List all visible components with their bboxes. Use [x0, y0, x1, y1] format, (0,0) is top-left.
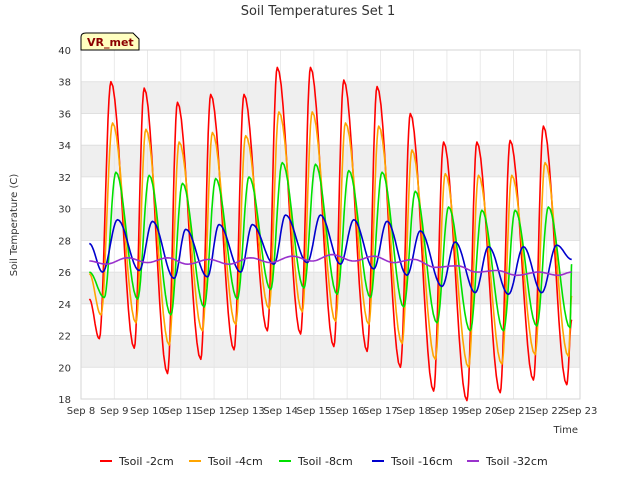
grid-bands: [80, 49, 581, 400]
legend-label: Tsoil -16cm: [390, 455, 453, 468]
x-tick-label: Sep 19: [430, 406, 465, 417]
x-tick-label: Sep 20: [463, 406, 498, 417]
y-tick-label: 28: [58, 236, 71, 247]
legend-label: Tsoil -8cm: [297, 455, 353, 468]
y-axis-ticks: 18 20 22 24 26 28 30 32 34 36 38 40: [58, 46, 71, 406]
x-tick-label: Sep 14: [263, 406, 298, 417]
y-tick-label: 36: [58, 109, 71, 120]
x-tick-label: Sep 18: [396, 406, 431, 417]
x-tick-label: Sep 12: [197, 406, 232, 417]
x-tick-label: Sep 9: [100, 406, 128, 417]
y-tick-label: 32: [58, 173, 71, 184]
x-tick-label: Sep 22: [529, 406, 564, 417]
series-line-3: [88, 214, 572, 296]
x-tick-label: Sep 21: [496, 406, 531, 417]
x-tick-label: Sep 13: [230, 406, 265, 417]
legend: Tsoil -2cm Tsoil -4cm Tsoil -8cm Tsoil -16c…: [100, 455, 548, 468]
chart-title: Soil Temperatures Set 1: [241, 4, 396, 19]
y-tick-label: 20: [58, 363, 71, 374]
series-line-2: [89, 161, 573, 332]
y-tick-label: 30: [58, 205, 71, 216]
plot-area-border: [80, 49, 581, 400]
grid-band: [81, 145, 580, 177]
x-tick-label: Sep 15: [296, 406, 331, 417]
legend-label: Tsoil -2cm: [118, 455, 174, 468]
y-tick-label: 40: [58, 46, 71, 57]
x-tick-label: Sep 11: [163, 406, 198, 417]
x-tick-label: Sep 16: [330, 406, 365, 417]
series-lines: [88, 66, 573, 402]
x-tick-label: Sep 17: [363, 406, 398, 417]
series-line-0: [88, 66, 573, 402]
x-tick-label: Sep 10: [130, 406, 165, 417]
station-badge-label: VR_met: [87, 36, 134, 49]
y-tick-label: 38: [58, 78, 71, 89]
x-tick-label: Sep 23: [563, 406, 598, 417]
y-axis-label: Soil Temperature (C): [9, 174, 20, 277]
y-tick-label: 34: [58, 141, 71, 152]
y-tick-label: 22: [58, 332, 71, 343]
y-tick-label: 24: [58, 300, 71, 311]
station-badge: VR_met: [80, 32, 140, 51]
x-axis-label: Time: [553, 425, 578, 436]
grid-band: [81, 208, 580, 241]
y-tick-label: 18: [58, 395, 71, 406]
legend-label: Tsoil -4cm: [207, 455, 263, 468]
legend-label: Tsoil -32cm: [485, 455, 548, 468]
grid-band: [81, 335, 580, 368]
grid-band: [81, 81, 580, 114]
series-line-4: [89, 253, 572, 277]
y-tick-label: 26: [58, 268, 71, 279]
x-tick-label: Sep 8: [67, 406, 95, 417]
series-line-1: [88, 111, 573, 369]
